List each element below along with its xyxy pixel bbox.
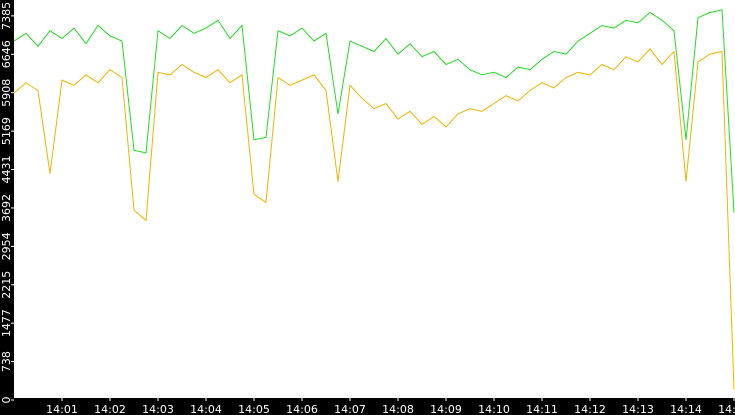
x-tick-label: 14:06: [286, 403, 318, 415]
y-tick-label: 3692: [0, 194, 13, 222]
y-tick-label: 2954: [0, 232, 13, 260]
x-tick-label: 14:09: [430, 403, 462, 415]
y-tick-label: 1477: [0, 309, 13, 337]
y-tick-label: 2215: [0, 271, 13, 299]
x-tick-label: 14:15: [718, 403, 735, 415]
line-series: [13, 48, 735, 390]
x-tick-label: 14:02: [94, 403, 126, 415]
x-tick-label: 14:13: [622, 403, 654, 415]
y-tick-label: 4431: [0, 156, 13, 184]
y-tick-label: 0: [0, 397, 13, 404]
x-tick-label: 14:10: [478, 403, 510, 415]
x-tick-label: 14:01: [46, 403, 78, 415]
y-tick-label: 5169: [0, 117, 13, 145]
x-tick-label: 14:05: [238, 403, 270, 415]
x-tick-label: 14:08: [382, 403, 414, 415]
x-tick-label: 14:14: [670, 403, 702, 415]
y-tick-label: 6646: [0, 40, 13, 68]
x-tick-label: 14:07: [334, 403, 366, 415]
x-axis-strip: [0, 398, 735, 415]
x-tick-label: 14:11: [526, 403, 558, 415]
x-tick-label: 14:12: [574, 403, 606, 415]
y-tick-label: 738: [0, 351, 13, 372]
y-axis-strip: [0, 0, 14, 415]
x-tick-label: 14:03: [142, 403, 174, 415]
x-tick-label: 14:04: [190, 403, 222, 415]
line-series: [13, 9, 735, 213]
y-tick-label: 5908: [0, 79, 13, 107]
y-tick-label: 7385: [0, 2, 13, 30]
